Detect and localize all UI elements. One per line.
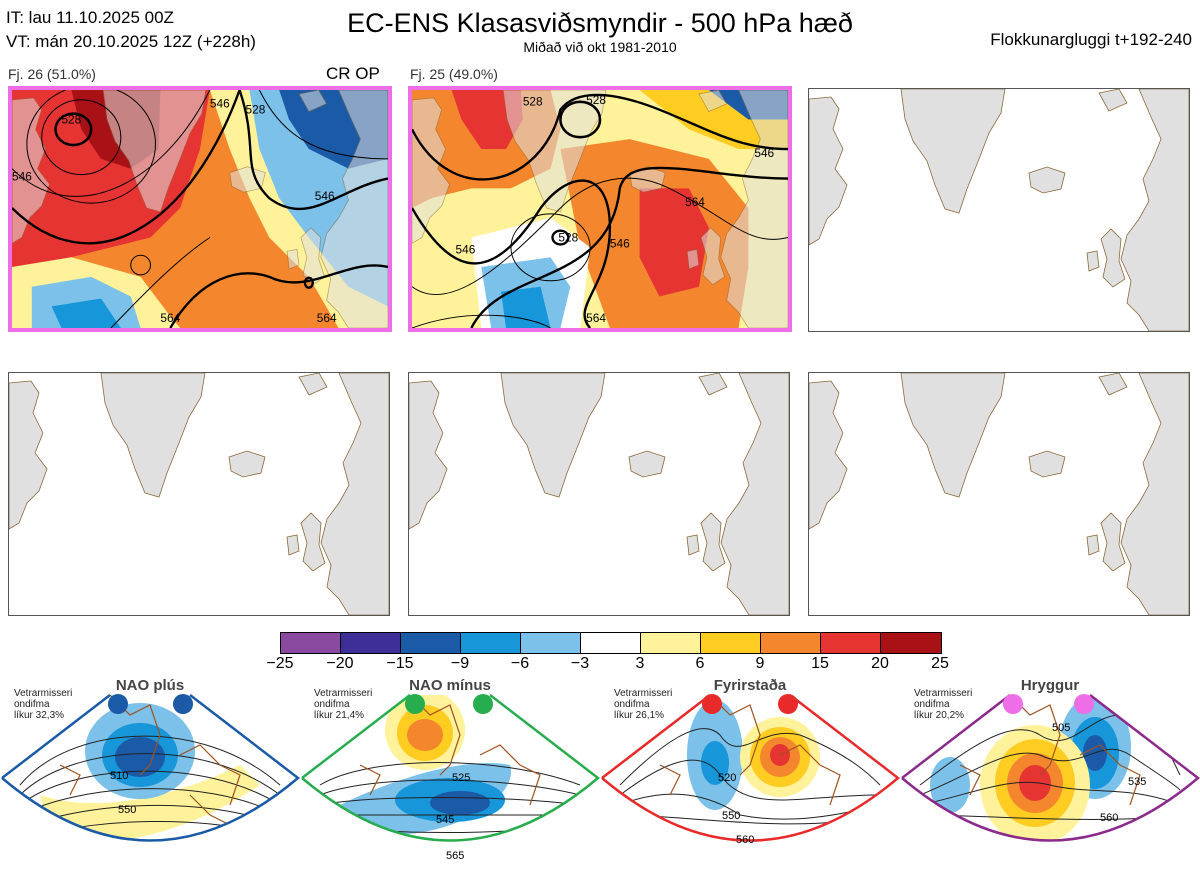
contour-label: 528 — [246, 103, 266, 117]
regime-dot — [1074, 694, 1094, 714]
empty-map-3 — [808, 88, 1190, 332]
colorbar-tick-label: −20 — [326, 655, 354, 672]
colorbar-tick-label: 6 — [695, 655, 705, 672]
contour-label: 560 — [736, 834, 754, 846]
colorbar-swatch — [581, 633, 641, 653]
colorbar-swatch — [641, 633, 701, 653]
regime-name: NAO mínus — [409, 677, 491, 694]
colorbar-tick-label: 20 — [871, 655, 889, 672]
colorbar-tick-label: −15 — [386, 655, 414, 672]
colorbar-tick-label: −9 — [450, 655, 470, 672]
colorbar-swatch — [881, 633, 941, 653]
colorbar-tick-label: 15 — [811, 655, 829, 672]
contour-label: 546 — [754, 146, 774, 160]
regime-dot — [702, 694, 722, 714]
cluster-window: Flokkunargluggi t+192-240 — [990, 30, 1192, 49]
empty-map-6 — [808, 372, 1190, 616]
regime-dot — [473, 694, 493, 714]
contour-label: 528 — [523, 95, 543, 109]
regime-blocking: 520 550 560 Fyrirstaða Vetrarmisseri ondi… — [600, 675, 900, 871]
colorbar-swatch — [701, 633, 761, 653]
regime-dot — [778, 694, 798, 714]
empty-map-4 — [8, 372, 390, 616]
contour-label: 560 — [1100, 812, 1118, 824]
init-time: IT: lau 11.10.2025 00Z — [6, 8, 174, 27]
colorbar-tick-label: 3 — [635, 655, 645, 672]
contour-label: 546 — [610, 236, 630, 250]
contour-label: 528 — [61, 112, 81, 126]
contour-label: 546 — [210, 97, 230, 111]
contour-label: 565 — [446, 850, 464, 862]
regime-nao-plus: 510 550 NAO plús Vetrarmisseri ondifma lík… — [0, 675, 300, 871]
run-info: IT: lau 11.10.2025 00Z VT: mán 20.10.202… — [6, 6, 256, 54]
regime-dot — [173, 694, 193, 714]
regime-name: NAO plús — [115, 677, 185, 694]
contour-label: 564 — [317, 311, 337, 325]
colorbar-tick-label: −25 — [266, 655, 294, 672]
page-title: EC-ENS Klasasviðsmyndir - 500 hPa hæð — [347, 8, 853, 38]
colorbar-swatch — [341, 633, 401, 653]
colorbar-swatch — [521, 633, 581, 653]
contour-label: 546 — [456, 242, 476, 256]
panel-2-label: Fj. 25 (49.0%) — [410, 66, 498, 82]
contour-label: 550 — [118, 804, 136, 816]
contour-label: 535 — [1128, 776, 1146, 788]
regime-nao-minus: 525 545 565 NAO mínus Vetrarmisseri ondif… — [300, 675, 600, 871]
cluster-map-1[interactable]: 528 546 528 546 546 564 564 — [8, 86, 392, 332]
colorbar-swatch — [821, 633, 881, 653]
contour-label: 505 — [1052, 722, 1070, 734]
contour-label: 545 — [436, 814, 454, 826]
valid-time: VT: mán 20.10.2025 12Z (+228h) — [6, 32, 256, 51]
contour-label: 564 — [160, 311, 180, 325]
colorbar-tick-label: −3 — [570, 655, 590, 672]
regime-dot — [108, 694, 128, 714]
panel-1-label: Fj. 26 (51.0%) — [8, 66, 96, 82]
contour-label: 564 — [586, 311, 606, 325]
colorbar-swatch — [461, 633, 521, 653]
regime-info: Vetrarmisseri ondifma líkur 32,3% — [14, 688, 73, 721]
cluster-map-2[interactable]: 528 528 546 564 546 528 546 564 — [408, 86, 792, 332]
colorbar-swatch — [281, 633, 341, 653]
regime-info: Vetrarmisseri ondifma líkur 20,2% — [914, 688, 973, 721]
contour-label: 550 — [722, 810, 740, 822]
contour-label: 510 — [110, 770, 128, 782]
colorbar — [280, 632, 942, 654]
regime-info: Vetrarmisseri ondifma líkur 26,1% — [614, 688, 673, 721]
panel-1-tag: CR OP — [326, 64, 380, 83]
page-subtitle: Miðað við okt 1981-2010 — [523, 39, 677, 55]
regime-name: Hryggur — [1020, 677, 1080, 694]
contour-label: 546 — [315, 189, 335, 203]
colorbar-swatch — [401, 633, 461, 653]
regime-ridge: 505 535 560 Hryggur Vetrarmisseri ondifma… — [900, 675, 1200, 871]
empty-map-5 — [408, 372, 790, 616]
contour-label: 525 — [452, 772, 470, 784]
contour-label: 546 — [12, 170, 32, 184]
colorbar-tick-label: −6 — [510, 655, 530, 672]
regime-dot — [405, 694, 425, 714]
contour-label: 528 — [586, 93, 606, 107]
regime-info: Vetrarmisseri ondifma líkur 21,4% — [314, 688, 373, 721]
regime-name: Fyrirstaða — [713, 677, 787, 694]
regime-dot — [1003, 694, 1023, 714]
colorbar-swatch — [761, 633, 821, 653]
colorbar-tick-label: 25 — [931, 655, 949, 672]
contour-label: 528 — [558, 230, 578, 244]
colorbar-tick-label: 9 — [755, 655, 765, 672]
contour-label: 564 — [685, 195, 705, 209]
contour-label: 520 — [718, 772, 736, 784]
